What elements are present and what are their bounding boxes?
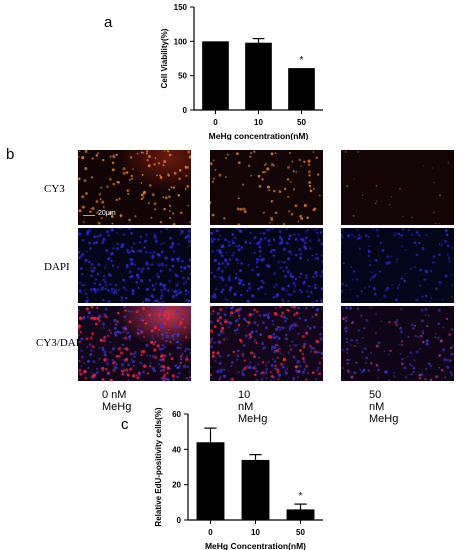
- chart-a: 0 50 100 150 0 10 50 * MeHg concentration(nM) Cel…: [160, 3, 323, 140]
- bar-50: [286, 509, 315, 520]
- bar-50: [288, 68, 315, 110]
- x-axis-label: MeHg concentration(nM): [209, 131, 309, 140]
- micrograph-dapi-0nm: [78, 228, 191, 303]
- micrograph-merge-10nm: [210, 306, 323, 381]
- panel-b-letter: b: [6, 146, 15, 163]
- y-tick-label-3: 60: [172, 410, 181, 419]
- panel-a-letter: a: [104, 14, 113, 31]
- y-tick-label-2: 40: [172, 445, 181, 454]
- bar-10: [245, 42, 272, 110]
- significance-marker-0: *: [300, 55, 304, 66]
- bar-0: [196, 442, 225, 520]
- panel-c-letter: c: [121, 416, 129, 433]
- significance-marker-0: *: [299, 491, 303, 502]
- bar-0: [202, 41, 229, 111]
- chart-c: 0 20 40 60 0 10 50 * MeHg Concentration(nM) Relat…: [154, 407, 323, 550]
- y-tick-label-0: 0: [177, 516, 182, 525]
- condition-label-50nm: 50 nM MeHg: [369, 389, 399, 425]
- y-tick-label-1: 20: [172, 481, 181, 490]
- condition-label-10nm: 10 nM MeHg: [238, 389, 268, 425]
- x-tick-label-0: 0: [213, 118, 218, 127]
- x-tick-label-50: 50: [296, 528, 305, 537]
- y-tick-label-0: 0: [183, 106, 188, 115]
- row-label-dapi: DAPI: [44, 261, 70, 273]
- bar-10: [241, 459, 270, 520]
- row-label-cy3: CY3: [44, 183, 65, 195]
- y-tick-label-3: 150: [174, 3, 188, 12]
- micrograph-cy3-50nm: [341, 150, 454, 225]
- micrograph-cy3-0nm: [78, 150, 191, 225]
- x-axis-label: MeHg Concentration(nM): [205, 541, 306, 550]
- x-tick-label-50: 50: [297, 118, 306, 127]
- micrograph-dapi-10nm: [210, 228, 323, 303]
- condition-label-0nm: 0 nM MeHg: [102, 389, 132, 413]
- row-label-merge: CY3/DAPI: [36, 337, 86, 349]
- micrograph-merge-50nm: [341, 306, 454, 381]
- micrograph-merge-0nm: [78, 306, 191, 381]
- x-tick-label-10: 10: [254, 118, 263, 127]
- micrograph-dapi-50nm: [341, 228, 454, 303]
- x-tick-label-10: 10: [251, 528, 260, 537]
- y-tick-label-1: 50: [178, 72, 187, 81]
- scale-bar-label: 20μm: [98, 210, 116, 217]
- y-axis-label: Relative EdU-positivity cells(%): [154, 407, 163, 526]
- y-axis-label: Cell Viability(%): [160, 28, 169, 88]
- x-tick-label-0: 0: [208, 528, 213, 537]
- y-tick-label-2: 100: [174, 37, 188, 46]
- micrograph-cy3-10nm: [210, 150, 323, 225]
- scale-bar: [83, 215, 95, 216]
